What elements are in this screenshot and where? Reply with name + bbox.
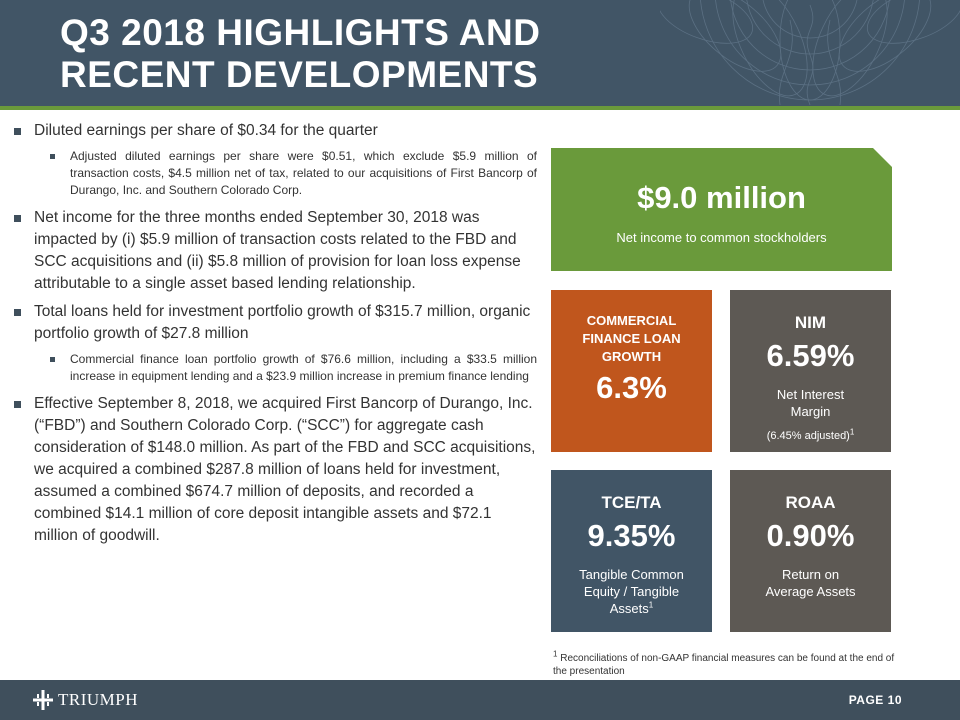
footnote-text: Reconciliations of non-GAAP financial me… — [553, 653, 895, 677]
commercial-growth-card: COMMERCIAL FINANCE LOAN GROWTH 6.3% — [551, 290, 712, 452]
tce-heading: TCE/TA — [601, 493, 662, 512]
commercial-growth-value: 6.3% — [596, 370, 667, 405]
list-item: Diluted earnings per share of $0.34 for … — [12, 120, 537, 142]
net-income-value: $9.0 million — [637, 180, 806, 215]
net-income-label: Net income to common stockholders — [616, 230, 827, 245]
highlights-list: Diluted earnings per share of $0.34 for … — [12, 120, 537, 553]
footnote: 1 Reconciliations of non-GAAP financial … — [553, 649, 903, 678]
nim-adjusted-note: (6.45% adjusted)1 — [730, 427, 891, 442]
triumph-logo: TRIUMPH — [32, 689, 138, 711]
list-item: Effective September 8, 2018, we acquired… — [12, 393, 537, 547]
tce-footnote-marker: 1 — [648, 600, 654, 610]
list-item: Net income for the three months ended Se… — [12, 207, 537, 295]
footnote-marker: 1 — [553, 649, 558, 659]
page-number: PAGE 10 — [848, 693, 902, 707]
nim-card: NIM 6.59% Net Interest Margin (6.45% adj… — [730, 290, 891, 452]
roaa-heading: ROAA — [785, 493, 836, 512]
nim-adjusted-text: (6.45% adjusted) — [766, 430, 850, 442]
brand-name: TRIUMPH — [58, 690, 139, 709]
header-bar: Q3 2018 HIGHLIGHTS AND RECENT DEVELOPMEN… — [0, 0, 960, 106]
roaa-label: Return on Average Assets — [765, 567, 856, 599]
sub-list-item: Adjusted diluted earnings per share were… — [48, 148, 537, 199]
decorative-rosette-icon — [660, 0, 960, 106]
nim-value: 6.59% — [766, 338, 855, 373]
sub-list-item: Commercial finance loan portfolio growth… — [48, 351, 537, 385]
nim-footnote-marker: 1 — [849, 427, 855, 437]
footer-bar: TRIUMPH PAGE 10 — [0, 680, 960, 720]
list-item: Total loans held for investment portfoli… — [12, 301, 537, 345]
roaa-card: ROAA 0.90% Return on Average Assets — [730, 470, 891, 632]
roaa-value: 0.90% — [766, 518, 855, 553]
tce-value: 9.35% — [587, 518, 676, 553]
tce-label: Tangible Common Equity / Tangible Assets — [579, 567, 684, 616]
nim-heading: NIM — [794, 313, 827, 332]
page-title: Q3 2018 HIGHLIGHTS AND RECENT DEVELOPMEN… — [60, 12, 541, 95]
tce-card: TCE/TA 9.35% Tangible Common Equity / Ta… — [551, 470, 712, 632]
tce-label-wrap: Tangible Common Equity / Tangible Assets… — [551, 566, 712, 617]
nim-label: Net Interest Margin — [776, 387, 845, 419]
net-income-card: $9.0 million Net income to common stockh… — [551, 148, 892, 271]
commercial-growth-heading: COMMERCIAL FINANCE LOAN GROWTH — [582, 313, 681, 364]
triumph-cross-icon — [33, 690, 53, 710]
header-accent-line — [0, 106, 960, 110]
